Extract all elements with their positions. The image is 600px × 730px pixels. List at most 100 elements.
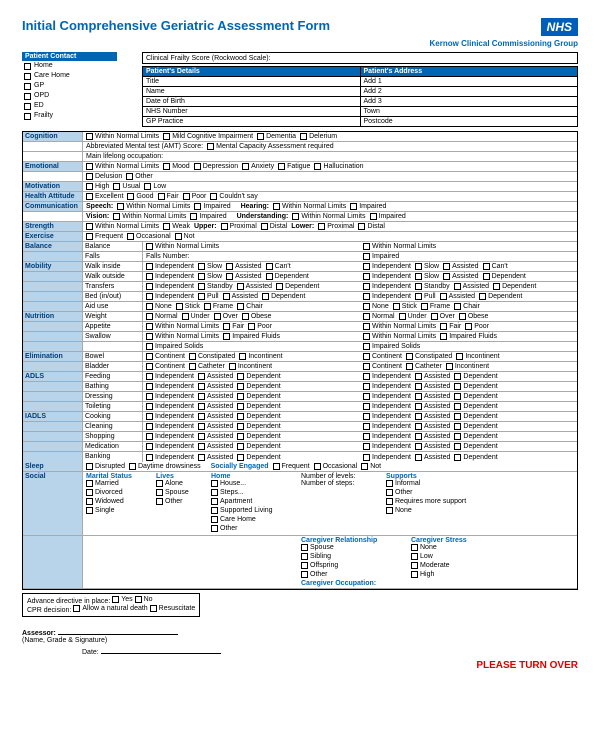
opt-cb[interactable] [156, 498, 163, 505]
opt-cb[interactable] [226, 273, 233, 280]
opt-cb[interactable] [127, 233, 134, 240]
opt-cb[interactable] [363, 303, 370, 310]
opt-cb[interactable] [415, 373, 422, 380]
assessor-line[interactable] [58, 625, 178, 635]
opt-cb[interactable] [221, 223, 228, 230]
opt-cb[interactable] [146, 423, 153, 430]
opt-cb[interactable] [198, 393, 205, 400]
opt-cb[interactable] [363, 313, 370, 320]
opt-cb[interactable] [454, 383, 461, 390]
opt-cb[interactable] [194, 163, 201, 170]
opt-cb[interactable] [198, 273, 205, 280]
opt-cb[interactable] [146, 243, 153, 250]
addr-cell[interactable]: Town [360, 107, 578, 117]
opt-cb[interactable] [454, 413, 461, 420]
detail-cell[interactable]: NHS Number [143, 107, 361, 117]
opt-cb[interactable] [242, 163, 249, 170]
opt-cb[interactable] [86, 489, 93, 496]
opt-cb[interactable] [363, 293, 370, 300]
opt-cb[interactable] [194, 203, 201, 210]
opt-cb[interactable] [229, 363, 236, 370]
opt-cb[interactable] [237, 373, 244, 380]
opt-cb[interactable] [300, 133, 307, 140]
opt-cb[interactable] [146, 313, 153, 320]
opt-cb[interactable] [454, 283, 461, 290]
opt-cb[interactable] [156, 480, 163, 487]
opt-cb[interactable] [113, 213, 120, 220]
opt-cb[interactable] [276, 283, 283, 290]
opt-cb[interactable] [86, 133, 93, 140]
opt-cb[interactable] [266, 263, 273, 270]
opt-cb[interactable] [454, 454, 461, 461]
opt-cb[interactable] [237, 393, 244, 400]
opt-cb[interactable] [443, 273, 450, 280]
opt-cb[interactable] [273, 203, 280, 210]
opt-cb[interactable] [292, 213, 299, 220]
opt-cb[interactable] [363, 433, 370, 440]
detail-cell[interactable]: Title [143, 77, 361, 87]
opt-cb[interactable] [314, 463, 321, 470]
opt-cb[interactable] [363, 393, 370, 400]
opt-cb[interactable] [411, 553, 418, 560]
opt-cb[interactable] [415, 393, 422, 400]
addr-cell[interactable]: Postcode [360, 117, 578, 127]
opt-cb[interactable] [370, 213, 377, 220]
opt-cb[interactable] [127, 193, 134, 200]
opt-cb[interactable] [411, 562, 418, 569]
opt-cb[interactable] [211, 525, 218, 532]
opt-cb[interactable] [211, 516, 218, 523]
opt-cb[interactable] [146, 273, 153, 280]
opt-cb[interactable] [146, 343, 153, 350]
opt-cb[interactable] [190, 213, 197, 220]
pc-cb[interactable] [24, 63, 31, 70]
opt-cb[interactable] [415, 283, 422, 290]
opt-cb[interactable] [237, 283, 244, 290]
opt-cb[interactable] [415, 293, 422, 300]
opt-cb[interactable] [158, 193, 165, 200]
opt-cb[interactable] [237, 443, 244, 450]
opt-cb[interactable] [175, 233, 182, 240]
opt-cb[interactable] [386, 480, 393, 487]
opt-cb[interactable] [459, 313, 466, 320]
opt-cb[interactable] [189, 353, 196, 360]
opt-cb[interactable] [406, 363, 413, 370]
opt-cb[interactable] [198, 293, 205, 300]
opt-cb[interactable] [363, 353, 370, 360]
opt-cb[interactable] [86, 223, 93, 230]
opt-cb[interactable] [183, 193, 190, 200]
opt-cb[interactable] [198, 454, 205, 461]
opt-cb[interactable] [198, 283, 205, 290]
opt-cb[interactable] [363, 403, 370, 410]
opt-cb[interactable] [415, 423, 422, 430]
opt-cb[interactable] [146, 353, 153, 360]
pc-cb[interactable] [24, 73, 31, 80]
opt-cb[interactable] [415, 403, 422, 410]
detail-cell[interactable]: GP Practice [143, 117, 361, 127]
opt-cb[interactable] [146, 303, 153, 310]
opt-cb[interactable] [454, 393, 461, 400]
opt-cb[interactable] [363, 323, 370, 330]
opt-cb[interactable] [386, 507, 393, 514]
date-line[interactable] [101, 644, 221, 654]
addr-cell[interactable]: Add 3 [360, 97, 578, 107]
opt-cb[interactable] [198, 443, 205, 450]
opt-cb[interactable] [411, 544, 418, 551]
opt-cb[interactable] [226, 263, 233, 270]
opt-cb[interactable] [86, 173, 93, 180]
opt-cb[interactable] [144, 183, 151, 190]
opt-cb[interactable] [182, 313, 189, 320]
opt-cb[interactable] [363, 443, 370, 450]
addr-cell[interactable]: Add 2 [360, 87, 578, 97]
opt-cb[interactable] [493, 283, 500, 290]
opt-cb[interactable] [261, 223, 268, 230]
cpr-resus-cb[interactable] [150, 605, 157, 612]
opt-cb[interactable] [237, 433, 244, 440]
opt-cb[interactable] [415, 413, 422, 420]
opt-cb[interactable] [198, 373, 205, 380]
adv-yes-cb[interactable] [112, 596, 119, 603]
opt-cb[interactable] [86, 183, 93, 190]
opt-cb[interactable] [411, 571, 418, 578]
opt-cb[interactable] [113, 183, 120, 190]
opt-cb[interactable] [146, 393, 153, 400]
opt-cb[interactable] [214, 313, 221, 320]
